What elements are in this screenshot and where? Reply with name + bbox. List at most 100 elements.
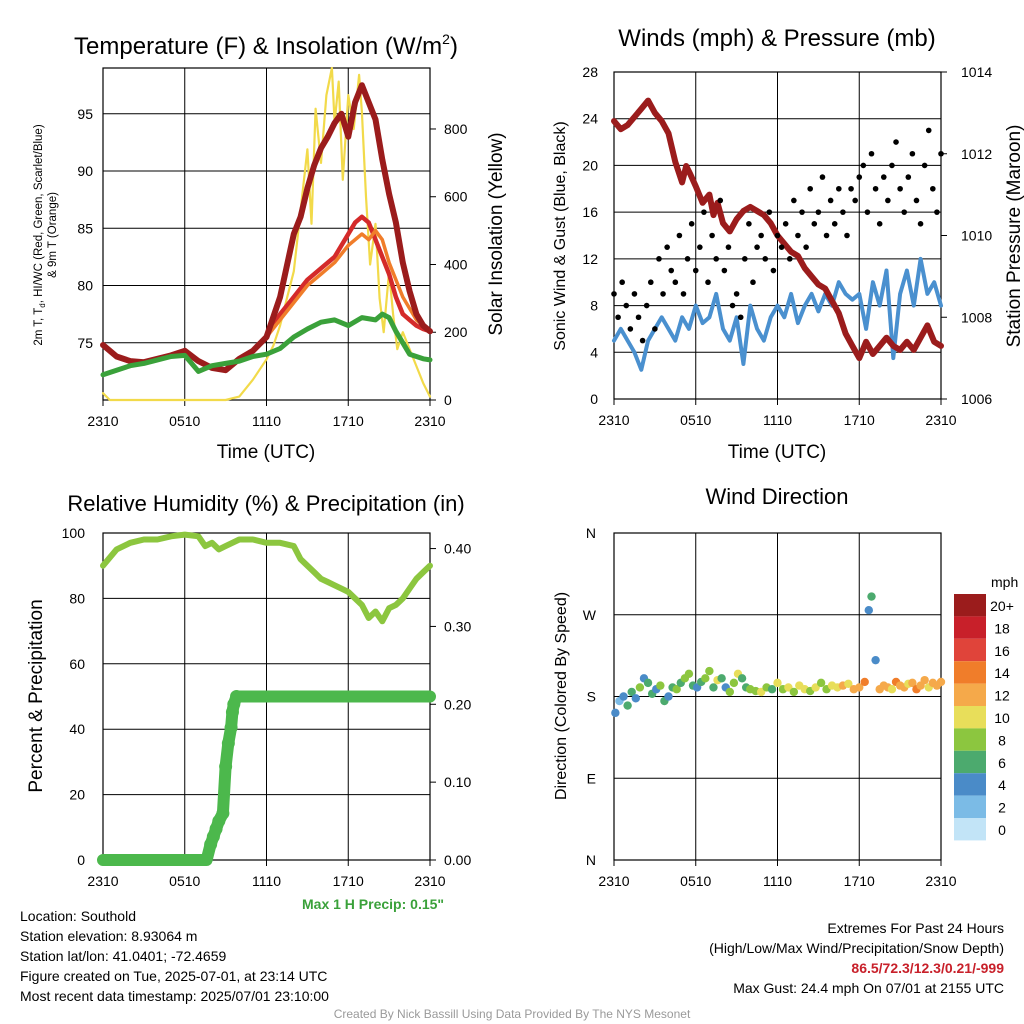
dir-point: [623, 701, 632, 710]
winds-ytick-right-label: 1014: [961, 64, 992, 80]
winds-gust-point: [909, 150, 916, 157]
temp-series-td: [100, 311, 433, 378]
winds-ylabel-right: Station Pressure (Maroon): [1004, 125, 1024, 348]
winds-gust-point: [652, 326, 658, 332]
winds-gust-point: [815, 209, 822, 215]
temp-frame: [102, 67, 431, 401]
winds-gust-point: [856, 174, 863, 180]
dir-legend-swatch: [954, 728, 986, 751]
winds-gust-point: [705, 279, 711, 286]
dir-point: [773, 678, 782, 688]
winds-gust-point: [766, 209, 773, 215]
winds-ytick-right-label: 1008: [961, 309, 992, 325]
dir-legend-label: 0: [998, 822, 1006, 838]
rh-ytick-label: 100: [62, 525, 86, 541]
dir-ytick-label: N: [586, 525, 596, 541]
station-location: Location: Southold: [20, 908, 136, 924]
winds-gust-point: [938, 150, 944, 157]
dir-legend-label: 20+: [990, 598, 1014, 614]
dir-point: [725, 687, 735, 697]
winds-gust-point: [795, 232, 801, 239]
station-latlon: Station lat/lon: 41.0401; -72.4659: [20, 948, 227, 964]
winds-gust-point: [905, 174, 912, 180]
dir-point: [705, 666, 714, 676]
temp-series-solar: [101, 66, 432, 402]
winds-xlabel: Time (UTC): [728, 442, 827, 463]
dir-point: [855, 683, 864, 692]
dir-legend-label: 14: [994, 665, 1010, 681]
winds-gust-point: [713, 256, 719, 262]
rh-ytick-label: 80: [69, 590, 85, 606]
winds-gust-point: [864, 209, 871, 215]
dir-xtick-label: 1710: [844, 873, 875, 889]
winds-gust-point: [872, 185, 879, 192]
dir-point: [627, 687, 636, 697]
temp-xtick-label: 0510: [169, 413, 200, 429]
winds-ytick-right-label: 1010: [961, 228, 992, 244]
winds-gust-point: [680, 291, 687, 297]
dir-point: [867, 592, 876, 601]
temp-ylabel-line2: & 9m T (Orange): [47, 192, 59, 278]
winds-gust-point: [709, 232, 715, 239]
winds-gust-point: [803, 244, 809, 250]
dir-legend-label: 8: [998, 732, 1006, 748]
dir-legend-swatch: [954, 616, 986, 639]
dir-xtick-label: 0510: [680, 873, 711, 889]
station-info: Location: Southold Station elevation: 8.…: [20, 906, 329, 1006]
rh-xtick-label: 1710: [333, 873, 364, 889]
winds-gust-point: [786, 256, 793, 262]
winds-gust-point: [721, 267, 728, 274]
winds-gust-point: [880, 174, 887, 180]
dir-legend-label: 6: [998, 755, 1006, 771]
rh-xtick-label: 2310: [414, 873, 445, 889]
winds-gust-point: [676, 232, 683, 239]
dir-legend-swatch: [954, 638, 986, 662]
figure-created: Figure created on Tue, 2025-07-01, at 23…: [20, 968, 328, 984]
winds-gust-point: [930, 185, 936, 192]
dir-point: [908, 678, 917, 688]
dir-point: [920, 675, 929, 685]
dir-legend-swatch: [954, 706, 986, 729]
winds-ytick-label: 4: [590, 344, 598, 360]
extremes-title: Extremes For Past 24 Hours: [827, 920, 1004, 936]
temp-ytick-label: 85: [77, 220, 93, 236]
dir-legend-swatch: [954, 795, 986, 818]
winds-gust-point: [840, 209, 846, 215]
recent-timestamp: Most recent data timestamp: 2025/07/01 2…: [20, 988, 329, 1004]
station-elevation: Station elevation: 8.93064 m: [20, 928, 198, 944]
winds-gust-point: [737, 314, 744, 321]
dir-point: [635, 683, 645, 692]
dir-ytick-label: W: [583, 607, 597, 623]
rh-ytick-label: 0: [77, 852, 85, 868]
temp-ylabel-right: Solar Insolation (Yellow): [486, 132, 507, 335]
dir-xtick-label: 1110: [763, 873, 792, 889]
winds-gust-point: [688, 221, 695, 227]
winds-gust-point: [733, 291, 740, 297]
winds-gust-point: [827, 197, 834, 204]
dir-point: [672, 685, 681, 694]
winds-gust-point: [631, 291, 638, 297]
dir-point: [887, 685, 897, 694]
rh-ytick-label: 60: [69, 656, 85, 672]
winds-xtick-label: 2310: [925, 412, 956, 428]
temp-ytick-right-label: 0: [444, 392, 452, 408]
winds-gust-point: [823, 232, 830, 239]
temp-xlabel: Time (UTC): [217, 442, 316, 463]
temp-ytick-right-label: 400: [444, 256, 468, 272]
winds-gust-point: [860, 162, 867, 169]
dir-point: [871, 655, 880, 665]
temp-ytick-right-label: 200: [444, 324, 468, 340]
winds-gust-point: [660, 291, 666, 297]
dir-point: [701, 674, 710, 683]
winds-gust-point: [897, 185, 903, 192]
rh-ytick-label: 20: [69, 787, 85, 803]
winds-ytick-label: 8: [590, 298, 598, 314]
winds-gust-point: [913, 197, 920, 204]
dir-point: [619, 692, 628, 701]
dir-point: [717, 674, 726, 683]
rh-ytick-right-label: 0.40: [444, 541, 471, 557]
winds-gust-point: [643, 302, 650, 309]
dir-legend-title: mph: [991, 574, 1018, 590]
dir-point: [656, 681, 665, 690]
